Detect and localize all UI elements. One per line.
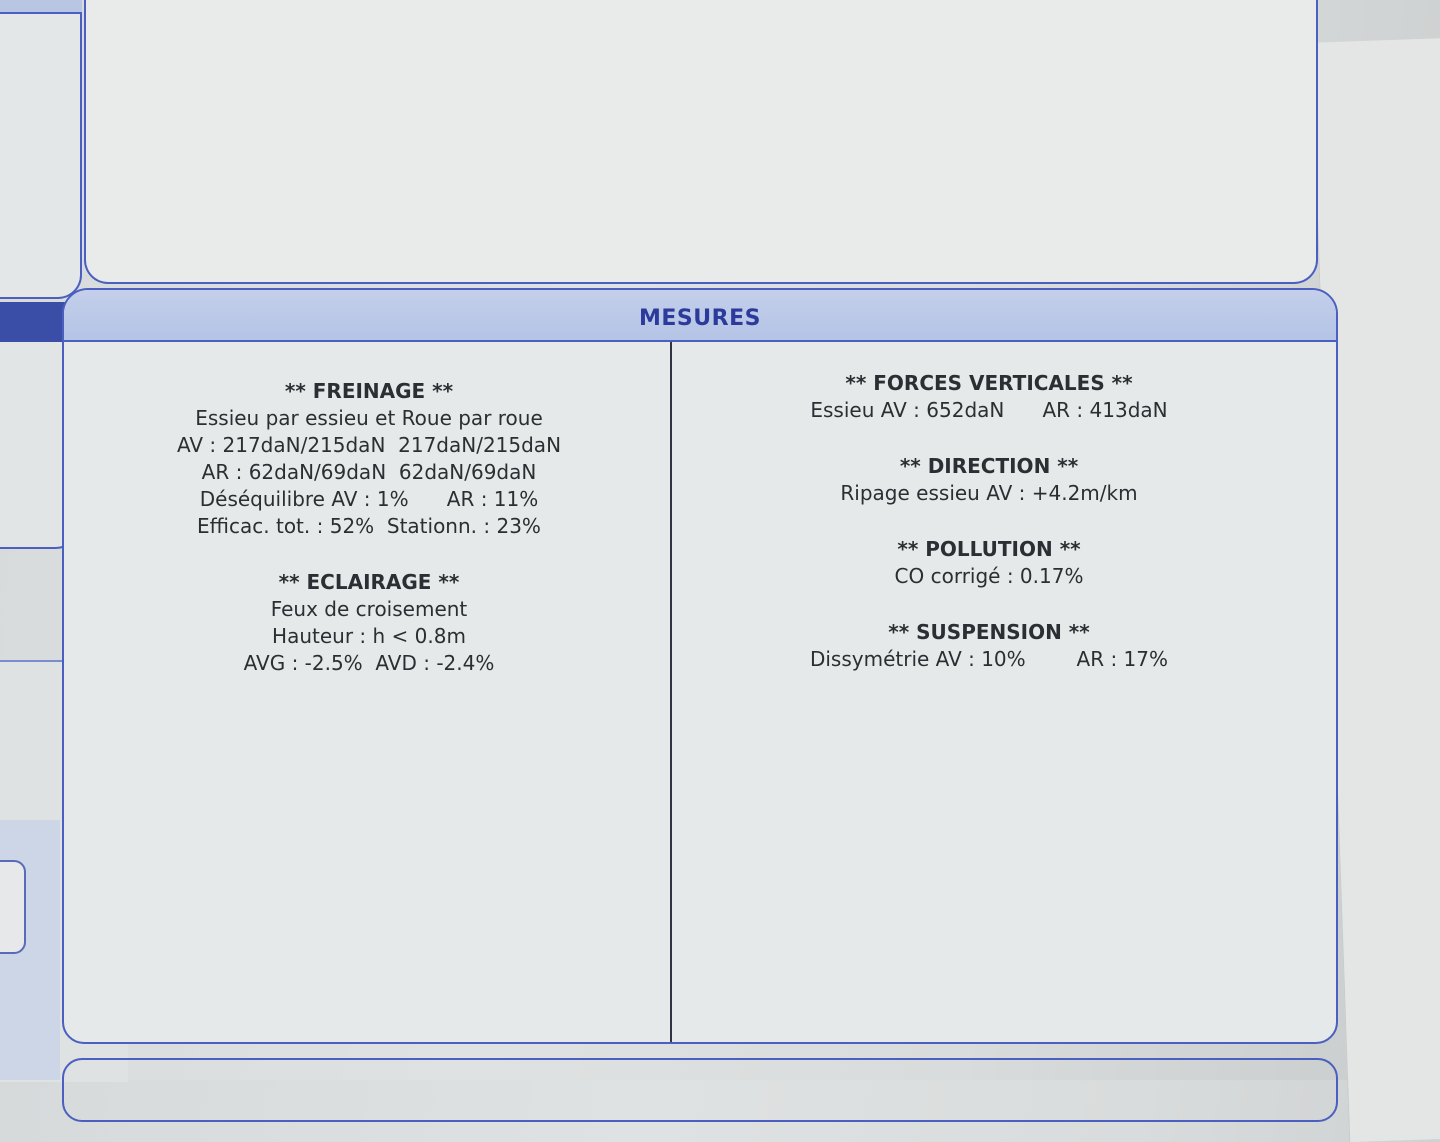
slot	[0, 860, 26, 954]
right-column: ** FORCES VERTICALES ** Essieu AV : 652da…	[764, 370, 1214, 702]
measure-section: ** SUSPENSION ** Dissymétrie AV : 10% AR …	[764, 619, 1214, 673]
measure-line: Hauteur : h < 0.8m	[272, 624, 466, 648]
section-heading: ** POLLUTION **	[897, 537, 1081, 561]
measure-line: AR : 62daN/69daN 62daN/69daN	[201, 460, 537, 484]
measure-section: ** FORCES VERTICALES ** Essieu AV : 652da…	[764, 370, 1214, 424]
mesures-header: MESURES	[64, 290, 1336, 342]
measure-section: ** DIRECTION ** Ripage essieu AV : +4.2m/…	[764, 453, 1214, 507]
measure-line: AV : 217daN/215daN 217daN/215daN	[176, 433, 562, 457]
mesures-panel: MESURES ** FREINAGE ** Essieu par essieu …	[62, 288, 1338, 1044]
measure-line: AVG : -2.5% AVD : -2.4%	[243, 651, 495, 675]
measure-section: ** POLLUTION ** CO corrigé : 0.17%	[764, 536, 1214, 590]
measure-line: Essieu AV : 652daN AR : 413daN	[810, 398, 1168, 422]
upper-empty-frame	[84, 0, 1318, 284]
measure-section: ** FREINAGE ** Essieu par essieu et Roue …	[154, 378, 584, 540]
measure-line: CO corrigé : 0.17%	[894, 564, 1084, 588]
measure-line: Dissymétrie AV : 10% AR : 17%	[809, 647, 1169, 671]
section-heading: ** FORCES VERTICALES **	[845, 371, 1133, 395]
left-frame-top	[0, 10, 82, 299]
section-heading: ** DIRECTION **	[899, 454, 1079, 478]
measure-section: ** ECLAIRAGE ** Feux de croisement Hauteur…	[154, 569, 584, 677]
section-heading: ** ECLAIRAGE **	[278, 570, 460, 594]
measure-line: Ripage essieu AV : +4.2m/km	[840, 481, 1138, 505]
mesures-title: MESURES	[639, 306, 761, 331]
section-heading: ** FREINAGE **	[284, 379, 454, 403]
left-tab	[0, 820, 60, 1080]
section-heading: ** SUSPENSION **	[888, 620, 1090, 644]
measure-line: Feux de croisement	[270, 597, 468, 621]
measure-line: Efficac. tot. : 52% Stationn. : 23%	[197, 514, 541, 538]
lower-frame	[62, 1058, 1338, 1122]
measure-line: Essieu par essieu et Roue par roue	[195, 406, 543, 430]
column-divider	[670, 342, 672, 1042]
measure-line: Déséquilibre AV : 1% AR : 11%	[199, 487, 539, 511]
left-header-band	[0, 0, 82, 14]
left-column: ** FREINAGE ** Essieu par essieu et Roue …	[154, 378, 584, 706]
